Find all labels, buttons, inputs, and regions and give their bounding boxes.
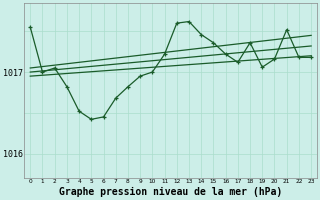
X-axis label: Graphe pression niveau de la mer (hPa): Graphe pression niveau de la mer (hPa) [59,187,282,197]
